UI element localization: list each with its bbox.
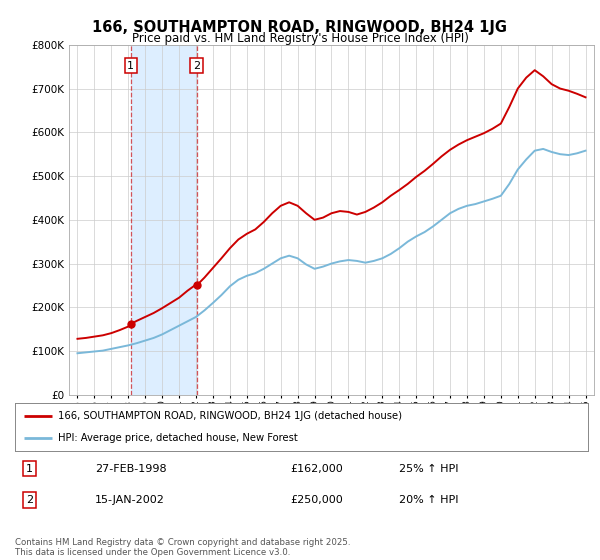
- Text: HPI: Average price, detached house, New Forest: HPI: Average price, detached house, New …: [58, 433, 298, 443]
- Text: Price paid vs. HM Land Registry's House Price Index (HPI): Price paid vs. HM Land Registry's House …: [131, 32, 469, 45]
- Text: Contains HM Land Registry data © Crown copyright and database right 2025.
This d: Contains HM Land Registry data © Crown c…: [15, 538, 350, 557]
- Text: 2: 2: [26, 495, 33, 505]
- Text: £162,000: £162,000: [290, 464, 343, 474]
- Text: 15-JAN-2002: 15-JAN-2002: [95, 495, 165, 505]
- Text: 166, SOUTHAMPTON ROAD, RINGWOOD, BH24 1JG (detached house): 166, SOUTHAMPTON ROAD, RINGWOOD, BH24 1J…: [58, 411, 402, 421]
- Text: 1: 1: [26, 464, 33, 474]
- Text: £250,000: £250,000: [290, 495, 343, 505]
- Bar: [131, 45, 197, 395]
- Text: 166, SOUTHAMPTON ROAD, RINGWOOD, BH24 1JG: 166, SOUTHAMPTON ROAD, RINGWOOD, BH24 1J…: [92, 20, 508, 35]
- Text: 27-FEB-1998: 27-FEB-1998: [95, 464, 167, 474]
- Text: 25% ↑ HPI: 25% ↑ HPI: [399, 464, 458, 474]
- Text: 2: 2: [193, 60, 200, 71]
- Text: 1: 1: [127, 60, 134, 71]
- Text: 20% ↑ HPI: 20% ↑ HPI: [399, 495, 458, 505]
